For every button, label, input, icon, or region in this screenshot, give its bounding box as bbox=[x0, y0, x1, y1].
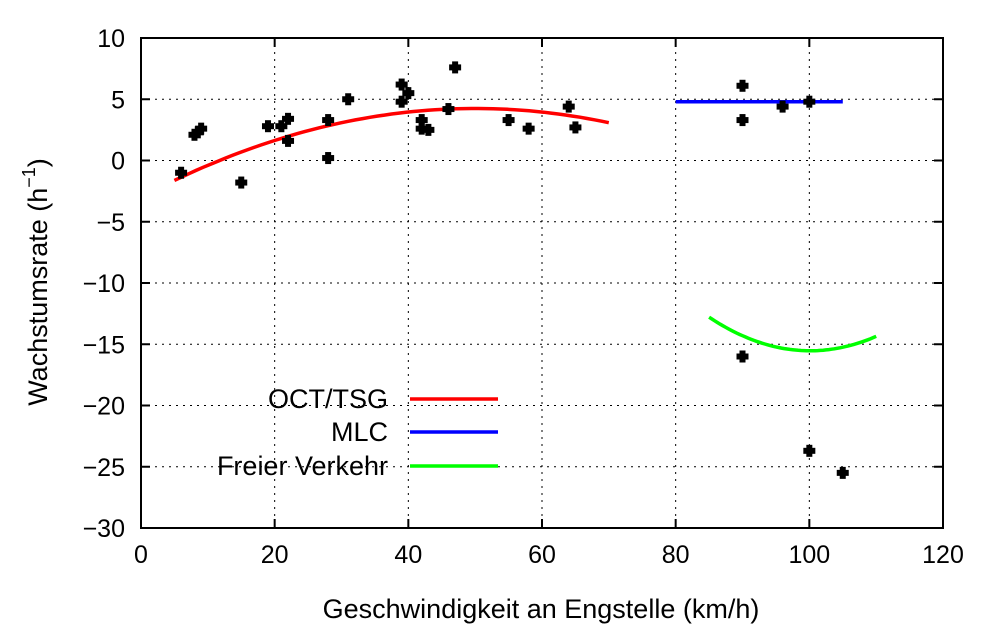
curves bbox=[173, 99, 877, 353]
x-tick-label: 20 bbox=[261, 541, 289, 569]
data-point bbox=[322, 152, 335, 165]
data-point bbox=[191, 126, 204, 139]
curve-oct-tsg bbox=[173, 106, 610, 182]
y-tick-label: −30 bbox=[83, 515, 125, 543]
data-points bbox=[175, 61, 849, 479]
data-point bbox=[422, 123, 435, 136]
data-point bbox=[402, 87, 415, 100]
y-tick-label: −15 bbox=[83, 331, 125, 359]
data-point bbox=[736, 79, 749, 92]
x-tick-label: 0 bbox=[134, 541, 148, 569]
legend-label-freier-verkehr: Freier Verkehr bbox=[217, 451, 388, 481]
data-point bbox=[261, 120, 274, 133]
data-point bbox=[322, 114, 335, 127]
data-point bbox=[803, 95, 816, 108]
data-point bbox=[175, 166, 188, 179]
y-tick-label: 0 bbox=[111, 148, 125, 176]
x-tick-label: 80 bbox=[662, 541, 690, 569]
y-axis-title-exponent: −1 bbox=[19, 167, 39, 188]
y-tick-label: −25 bbox=[83, 454, 125, 482]
tick-labels: 0 20 40 60 80 100 120 −30 −25 −20 −15 −10 −5 0 5 10 bbox=[83, 25, 964, 569]
y-tick-label: 10 bbox=[97, 25, 125, 53]
data-point bbox=[395, 78, 408, 91]
y-tick-label: −5 bbox=[96, 209, 125, 237]
y-axis-title: Wachstumsrate (h−1) bbox=[19, 158, 53, 406]
legend-label-oct-tsg: OCT/TSG bbox=[268, 384, 388, 414]
legend-label-mlc: MLC bbox=[331, 417, 388, 447]
y-axis-title-main: Wachstumsrate (h bbox=[23, 188, 53, 406]
data-point bbox=[282, 134, 295, 147]
ticks bbox=[140, 37, 944, 529]
grid bbox=[141, 38, 943, 528]
data-point bbox=[282, 112, 295, 125]
data-point bbox=[736, 350, 749, 363]
data-point bbox=[235, 176, 248, 189]
x-axis-title: Geschwindigkeit an Engstelle (km/h) bbox=[323, 594, 760, 624]
y-axis-title-close: ) bbox=[23, 158, 53, 167]
data-point bbox=[562, 100, 575, 113]
y-tick-label: 5 bbox=[111, 86, 125, 114]
data-point bbox=[803, 444, 816, 457]
data-point bbox=[569, 121, 582, 134]
data-point bbox=[449, 61, 462, 74]
data-point bbox=[275, 120, 288, 133]
x-tick-label: 120 bbox=[922, 541, 964, 569]
data-point bbox=[342, 93, 355, 106]
data-point bbox=[502, 114, 515, 127]
data-point bbox=[195, 122, 208, 135]
data-point bbox=[415, 114, 428, 127]
data-point bbox=[522, 122, 535, 135]
data-point bbox=[776, 100, 789, 113]
data-point bbox=[395, 95, 408, 108]
y-tick-label: −20 bbox=[83, 393, 125, 421]
x-tick-label: 60 bbox=[528, 541, 556, 569]
data-point bbox=[836, 466, 849, 479]
data-point bbox=[415, 122, 428, 135]
x-tick-label: 40 bbox=[394, 541, 422, 569]
x-tick-label: 100 bbox=[788, 541, 830, 569]
curve-freier-verkehr bbox=[708, 315, 877, 353]
data-point bbox=[736, 114, 749, 127]
data-point bbox=[442, 103, 455, 116]
y-tick-label: −10 bbox=[83, 270, 125, 298]
